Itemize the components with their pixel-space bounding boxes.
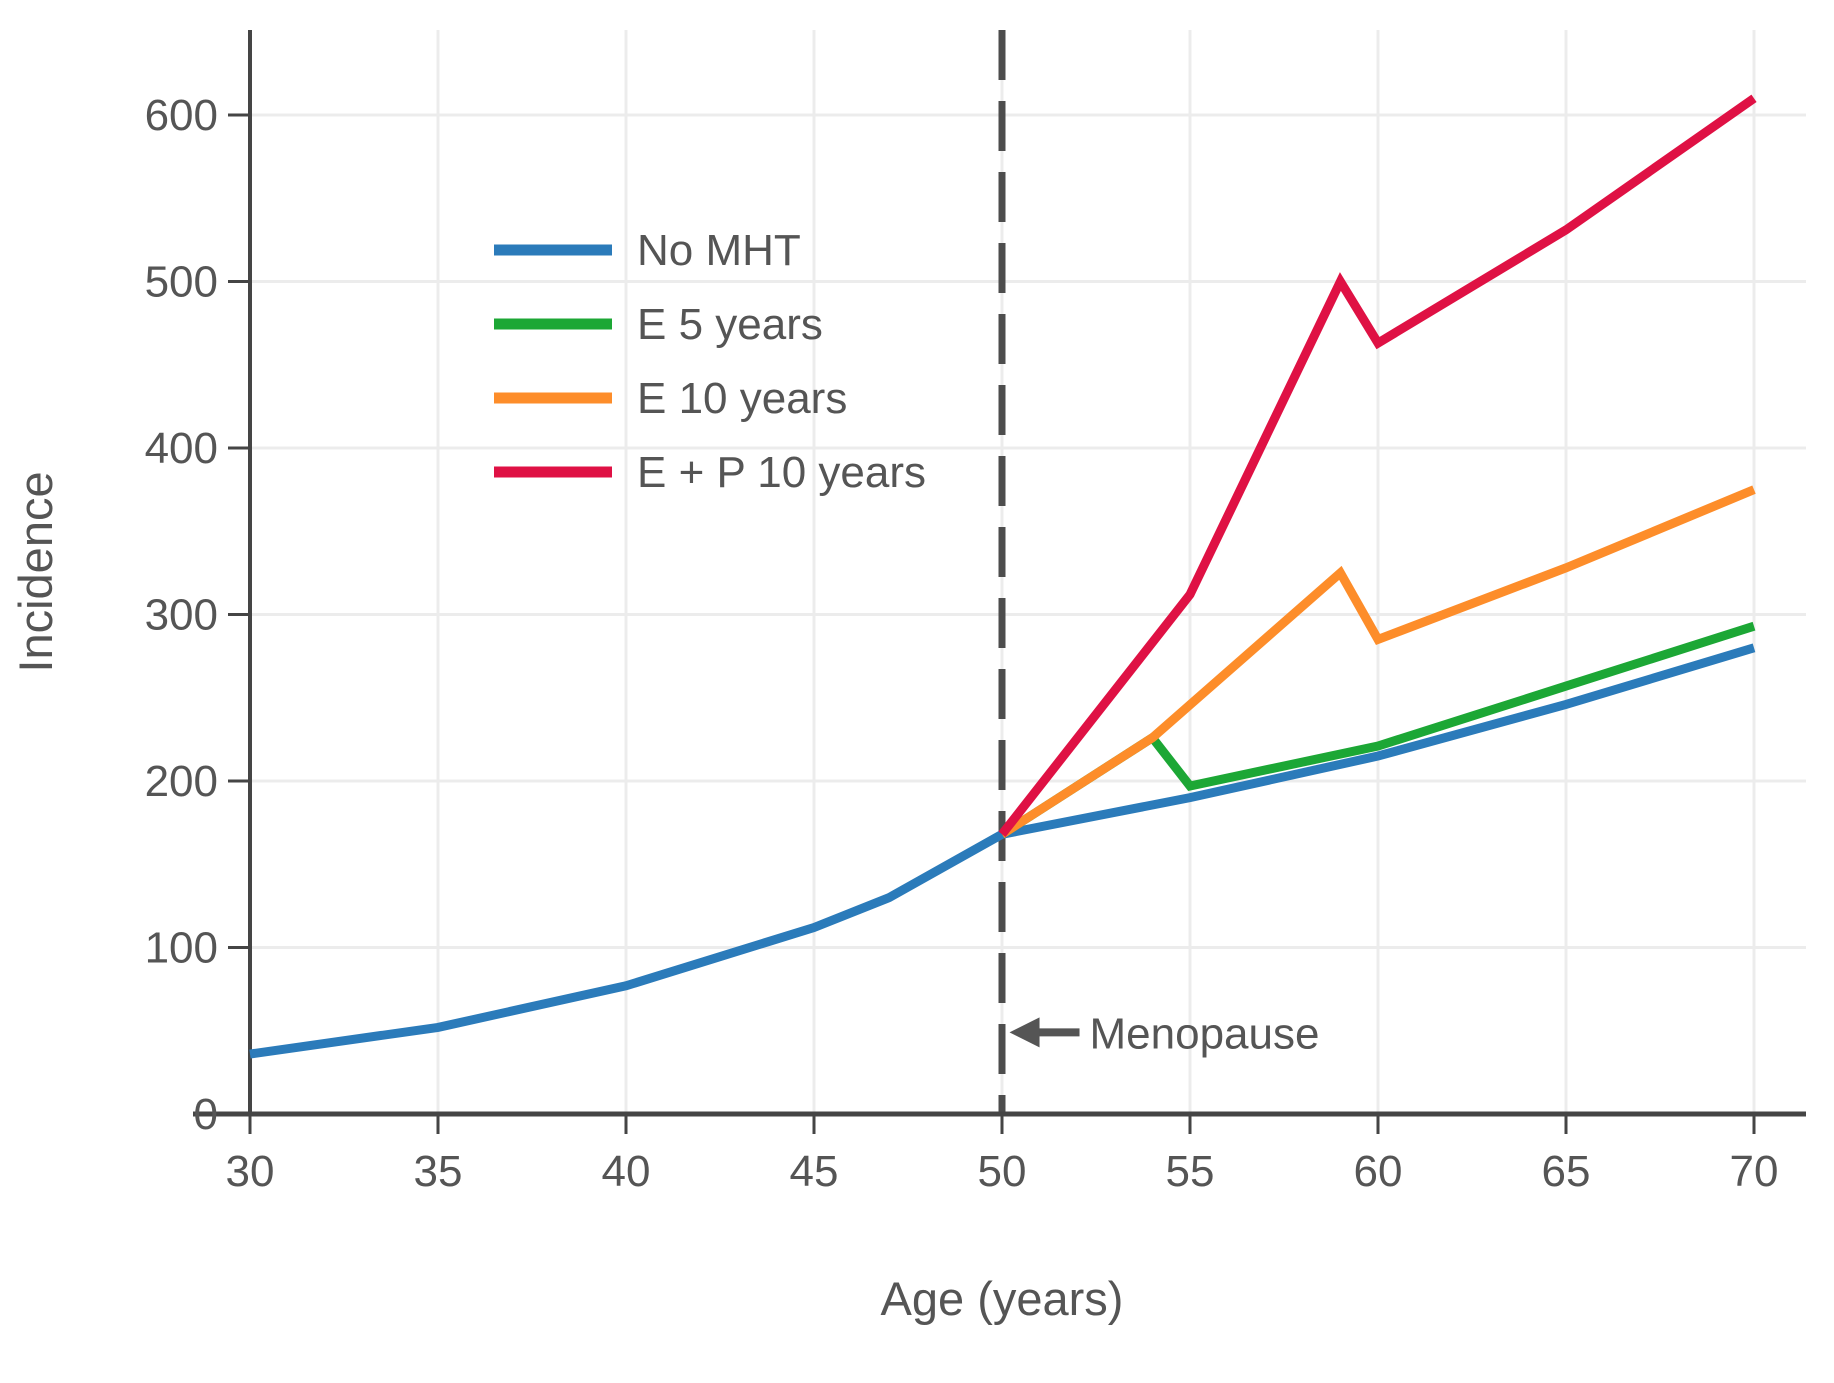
- annotations: Menopause: [1009, 1009, 1320, 1058]
- x-tick-label-50: 50: [978, 1147, 1027, 1196]
- y-tick-label-600: 600: [145, 91, 218, 140]
- series-lines: [249, 94, 1757, 1059]
- y-tick-label-400: 400: [145, 424, 218, 473]
- y-tick-label-500: 500: [145, 258, 218, 307]
- legend: No MHT E 5 years E 10 years E + P 10 years: [494, 226, 926, 497]
- axes: [193, 30, 1806, 1134]
- gridlines: [250, 30, 1806, 1114]
- legend-label-2: E 10 years: [637, 374, 847, 423]
- x-tick-label-65: 65: [1542, 1147, 1591, 1196]
- y-axis-title: Incidence: [9, 471, 62, 672]
- series-line-e-p-10-years: [998, 94, 1757, 838]
- x-tick-label-35: 35: [414, 1147, 463, 1196]
- x-tick-label-40: 40: [602, 1147, 651, 1196]
- legend-label-3: E + P 10 years: [637, 448, 926, 497]
- x-axis-title: Age (years): [881, 1272, 1124, 1325]
- y-tick-label-200: 200: [145, 757, 218, 806]
- y-tick-label-100: 100: [145, 924, 218, 973]
- x-tick-label-55: 55: [1166, 1147, 1215, 1196]
- tick-labels: 30 35 40 45 50 55 60 65 70 0 100 200 300 400 500 600: [145, 91, 1779, 1196]
- y-tick-label-0: 0: [194, 1090, 218, 1139]
- series-line-e-10-years: [999, 485, 1756, 839]
- series-line-no-mht: [249, 643, 1756, 1059]
- legend-label-0: No MHT: [637, 226, 801, 275]
- menopause-arrow-head: [1009, 1017, 1040, 1048]
- menopause-annotation-text: Menopause: [1090, 1009, 1320, 1058]
- x-tick-label-70: 70: [1730, 1147, 1779, 1196]
- x-tick-label-45: 45: [790, 1147, 839, 1196]
- x-tick-label-60: 60: [1354, 1147, 1403, 1196]
- legend-label-1: E 5 years: [637, 300, 823, 349]
- x-tick-label-30: 30: [226, 1147, 275, 1196]
- y-tick-label-300: 300: [145, 591, 218, 640]
